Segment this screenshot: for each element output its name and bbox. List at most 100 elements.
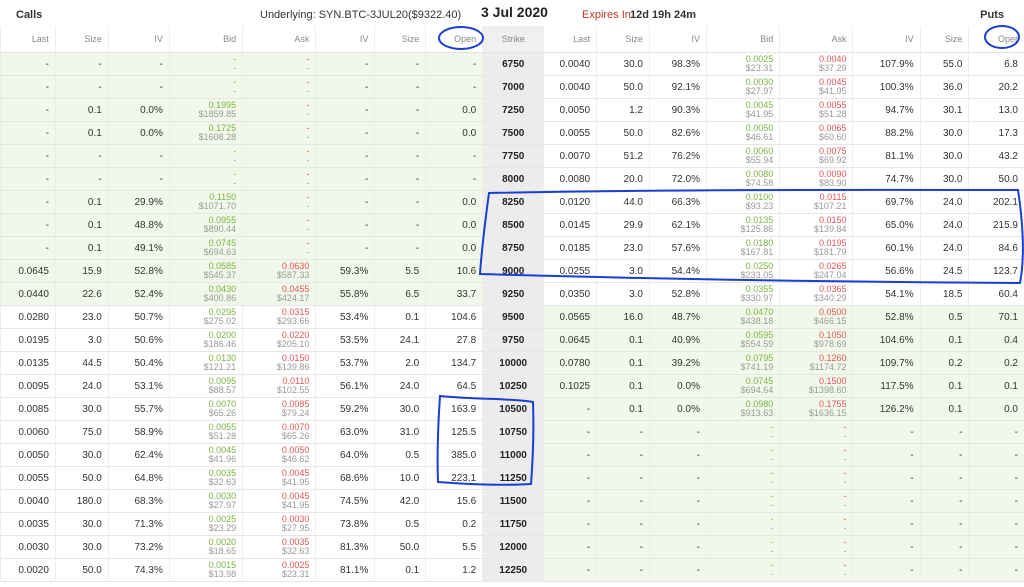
put-bid[interactable]: -- (705, 535, 780, 559)
call-bid[interactable]: -- (168, 75, 243, 99)
put-bid[interactable]: -- (705, 443, 780, 467)
call-bid[interactable]: 0.0055 $51.28 (168, 420, 243, 444)
put-ask[interactable]: 0.0115 $107.21 (779, 190, 853, 214)
put-bid[interactable]: 0.0250 $233.05 (705, 259, 780, 283)
put-ask[interactable]: 0.1755 $1636.15 (779, 397, 853, 421)
call-bid[interactable]: 0.1150 $1071.70 (168, 190, 243, 214)
call-bid[interactable]: 0.1725 $1608.28 (168, 121, 243, 145)
put-ask[interactable]: 0.0040 $37.29 (779, 52, 853, 76)
put-bid[interactable]: 0.0080 $74.58 (705, 167, 780, 191)
call-bid[interactable]: -- (168, 52, 243, 76)
col-call-open[interactable]: Open (425, 26, 483, 53)
call-bid[interactable]: 0.0200 $186.46 (168, 328, 243, 352)
put-ask[interactable]: -- (779, 443, 853, 467)
put-bid[interactable]: 0.0135 $125.86 (705, 213, 780, 237)
col-put-ask[interactable]: Ask (779, 26, 853, 53)
put-bid[interactable]: -- (705, 489, 780, 513)
call-ask[interactable]: 0.0110 $102.55 (242, 374, 316, 398)
put-bid[interactable]: 0.0030 $27.97 (705, 75, 780, 99)
put-bid[interactable]: 0.0100 $93.23 (705, 190, 780, 214)
call-ask[interactable]: 0.0150 $139.86 (242, 351, 316, 375)
put-bid[interactable]: 0.0795 $741.19 (705, 351, 780, 375)
call-ask[interactable]: -- (242, 236, 316, 260)
call-bid[interactable]: -- (168, 167, 243, 191)
col-put-bid[interactable]: Bid (705, 26, 780, 53)
put-ask[interactable]: -- (779, 466, 853, 490)
call-bid[interactable]: 0.0295 $275.02 (168, 305, 243, 329)
put-bid[interactable]: 0.0060 $55.94 (705, 144, 780, 168)
col-put-ask-size[interactable]: Size (919, 26, 969, 53)
put-ask[interactable]: 0.0055 $51.28 (779, 98, 853, 122)
put-ask[interactable]: 0.1260 $1174.72 (779, 351, 853, 375)
call-bid[interactable]: 0.0745 $694.63 (168, 236, 243, 260)
call-ask[interactable]: -- (242, 98, 316, 122)
col-put-bid-iv[interactable]: IV (649, 26, 707, 53)
call-ask[interactable]: -- (242, 190, 316, 214)
call-bid[interactable]: -- (168, 144, 243, 168)
put-ask[interactable]: -- (779, 535, 853, 559)
put-bid[interactable]: 0.0025 $23.31 (705, 52, 780, 76)
put-bid[interactable]: -- (705, 558, 780, 582)
put-ask[interactable]: 0.0045 $41.95 (779, 75, 853, 99)
call-bid[interactable]: 0.0030 $27.97 (168, 489, 243, 513)
col-call-bid[interactable]: Bid (168, 26, 243, 53)
call-ask[interactable]: 0.0030 $27.95 (242, 512, 316, 536)
call-ask[interactable]: 0.0630 $587.33 (242, 259, 316, 283)
call-bid[interactable]: 0.0095 $88.57 (168, 374, 243, 398)
call-bid[interactable]: 0.0955 $890.44 (168, 213, 243, 237)
call-ask[interactable]: -- (242, 167, 316, 191)
call-bid[interactable]: 0.0025 $23.29 (168, 512, 243, 536)
put-bid[interactable]: -- (705, 512, 780, 536)
put-ask[interactable]: 0.1050 $978.69 (779, 328, 853, 352)
put-ask[interactable]: -- (779, 558, 853, 582)
put-ask[interactable]: 0.0265 $247.04 (779, 259, 853, 283)
put-bid[interactable]: 0.0745 $694.64 (705, 374, 780, 398)
call-ask[interactable]: 0.0050 $46.62 (242, 443, 316, 467)
col-put-open[interactable]: Oper (968, 26, 1024, 53)
col-put-size[interactable]: Size (596, 26, 650, 53)
call-bid[interactable]: 0.0130 $121.21 (168, 351, 243, 375)
call-ask[interactable]: -- (242, 75, 316, 99)
put-bid[interactable]: 0.0045 $41.95 (705, 98, 780, 122)
col-call-bid-iv[interactable]: IV (107, 26, 170, 53)
put-bid[interactable]: 0.0355 $330.97 (705, 282, 780, 306)
col-call-ask-size[interactable]: Size (374, 26, 426, 53)
expiry-date[interactable]: 3 Jul 2020 (481, 4, 548, 20)
put-bid[interactable]: -- (705, 420, 780, 444)
put-ask[interactable]: 0.0365 $340.29 (779, 282, 853, 306)
col-call-ask[interactable]: Ask (242, 26, 316, 53)
call-bid[interactable]: 0.0430 $400.86 (168, 282, 243, 306)
put-ask[interactable]: -- (779, 420, 853, 444)
call-ask[interactable]: 0.0220 $205.10 (242, 328, 316, 352)
call-ask[interactable]: 0.0025 $23.31 (242, 558, 316, 582)
call-bid[interactable]: 0.1995 $1859.85 (168, 98, 243, 122)
put-bid[interactable]: 0.0180 $167.81 (705, 236, 780, 260)
call-bid[interactable]: 0.0070 $65.26 (168, 397, 243, 421)
call-ask[interactable]: 0.0455 $424.17 (242, 282, 316, 306)
call-bid[interactable]: 0.0035 $32.63 (168, 466, 243, 490)
col-put-ask-iv[interactable]: IV (852, 26, 921, 53)
call-bid[interactable]: 0.0020 $18.65 (168, 535, 243, 559)
call-bid[interactable]: 0.0585 $545.37 (168, 259, 243, 283)
put-bid[interactable]: -- (705, 466, 780, 490)
put-ask[interactable]: 0.0195 $181.79 (779, 236, 853, 260)
call-ask[interactable]: 0.0315 $293.66 (242, 305, 316, 329)
put-ask[interactable]: 0.0090 $83.90 (779, 167, 853, 191)
put-bid[interactable]: 0.0050 $46.61 (705, 121, 780, 145)
call-ask[interactable]: 0.0085 $79.24 (242, 397, 316, 421)
col-call-last[interactable]: Last (0, 26, 56, 53)
call-bid[interactable]: 0.0015 $13.98 (168, 558, 243, 582)
col-call-size[interactable]: Size (54, 26, 109, 53)
put-bid[interactable]: 0.0980 $913.63 (705, 397, 780, 421)
put-ask[interactable]: 0.1500 $1398.60 (779, 374, 853, 398)
put-ask[interactable]: -- (779, 512, 853, 536)
call-ask[interactable]: 0.0045 $41.95 (242, 466, 316, 490)
call-ask[interactable]: -- (242, 52, 316, 76)
put-ask[interactable]: 0.0500 $466.15 (779, 305, 853, 329)
call-ask[interactable]: 0.0045 $41.95 (242, 489, 316, 513)
put-bid[interactable]: 0.0470 $438.18 (705, 305, 780, 329)
call-ask[interactable]: 0.0035 $32.63 (242, 535, 316, 559)
call-ask[interactable]: -- (242, 121, 316, 145)
call-ask[interactable]: -- (242, 213, 316, 237)
call-bid[interactable]: 0.0045 $41.96 (168, 443, 243, 467)
